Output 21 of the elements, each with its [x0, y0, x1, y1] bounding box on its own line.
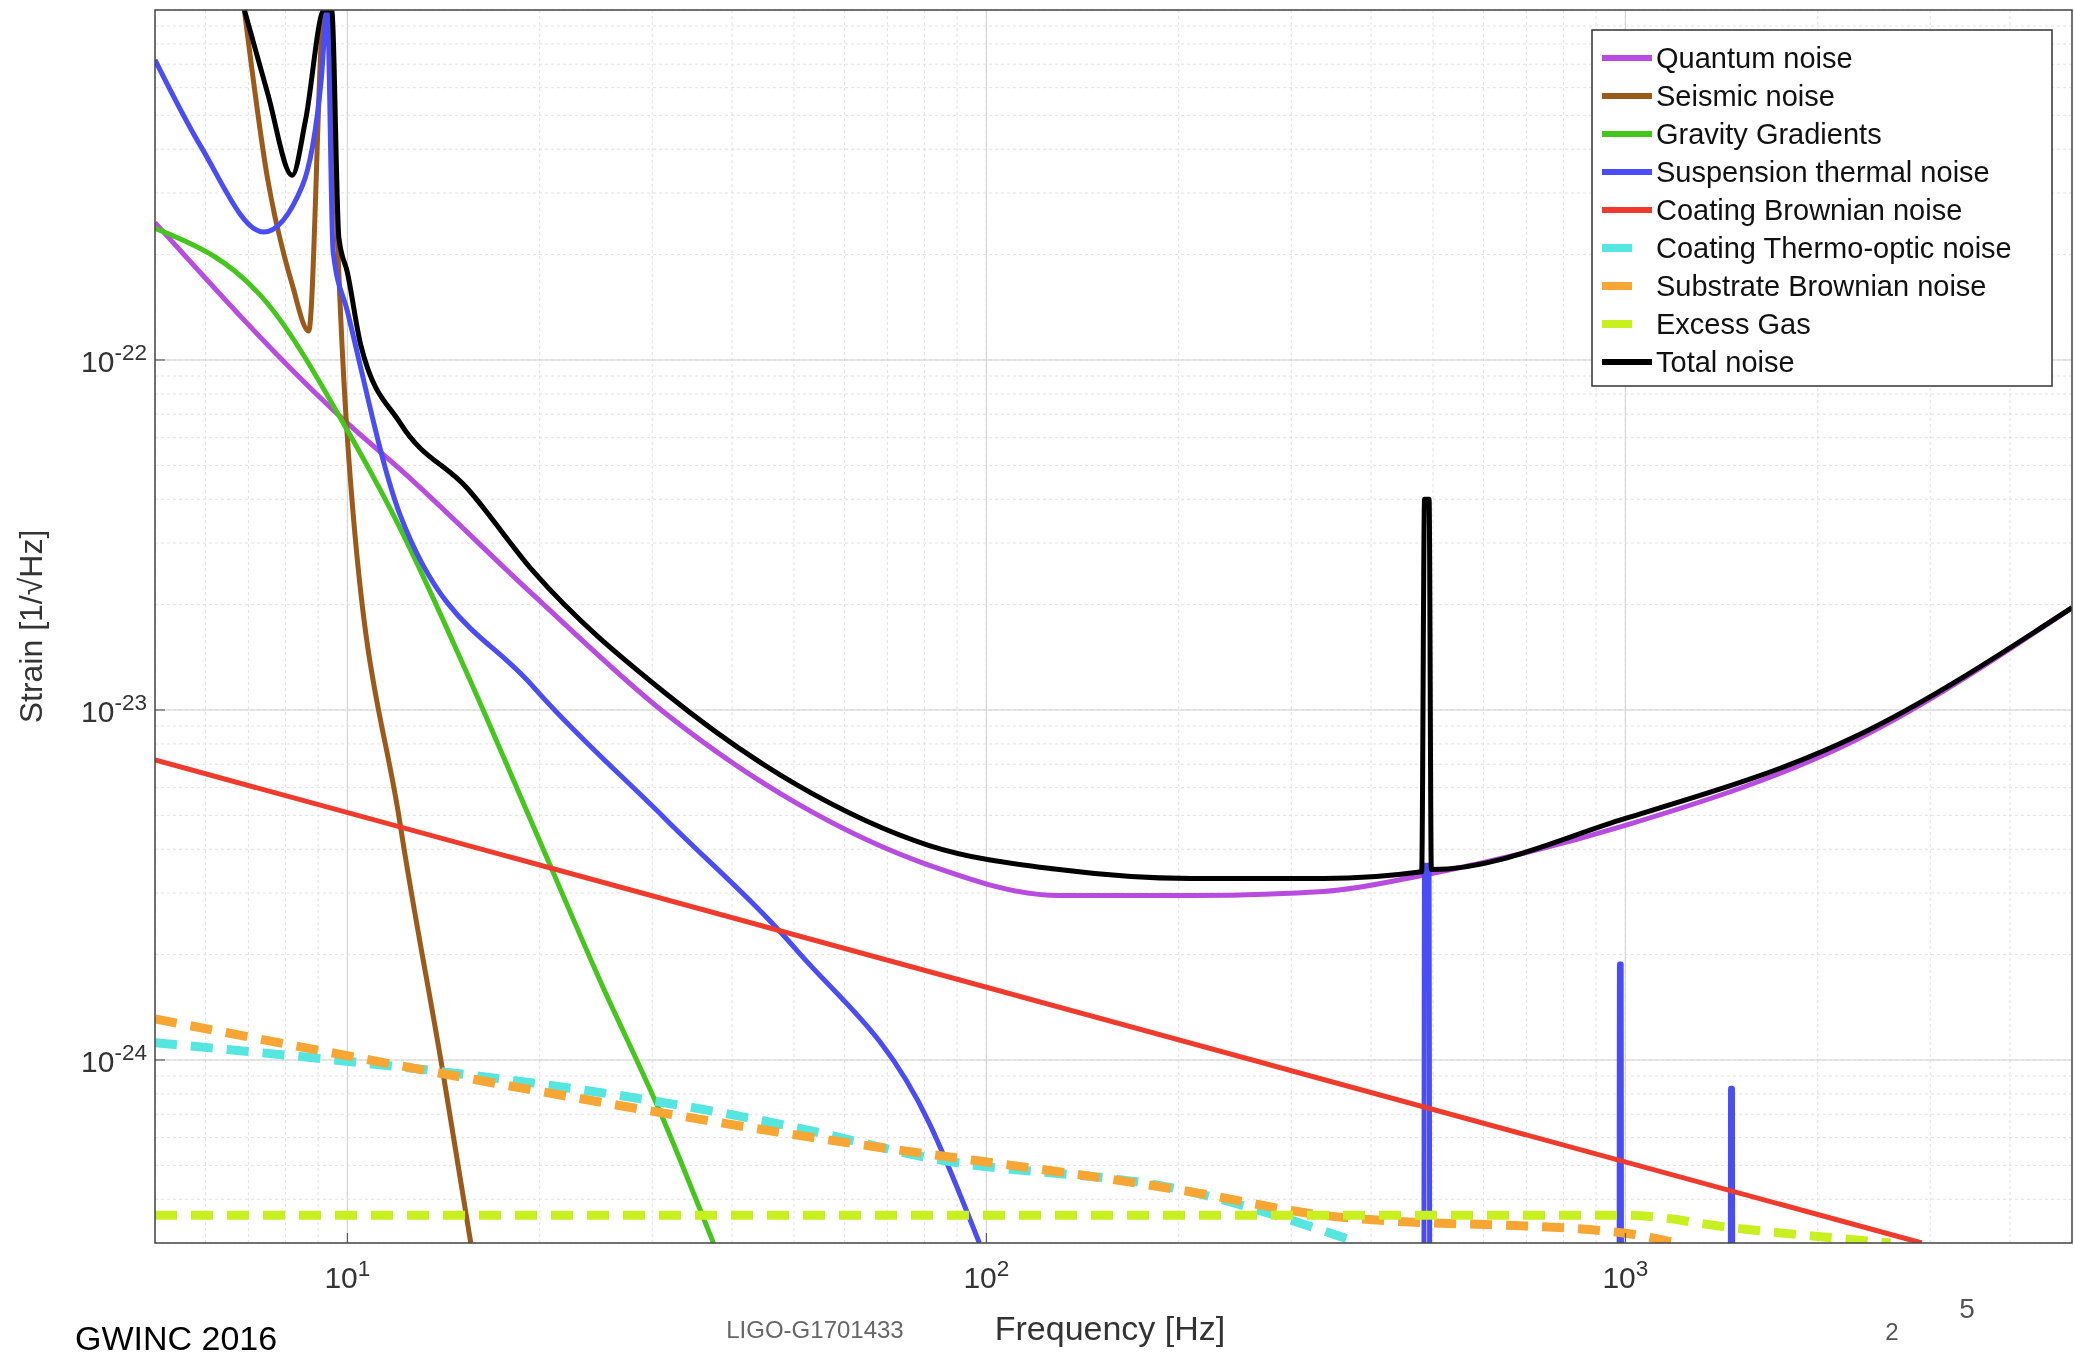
y-axis-title: Strain [1/√Hz] [13, 529, 49, 724]
legend-label: Seismic noise [1656, 80, 1835, 112]
legend-label: Gravity Gradients [1656, 118, 1882, 150]
x-tick-label: 10$^{3}$ [1602, 1255, 1649, 1294]
text: LIGO-G1701433 [726, 1316, 904, 1343]
text: 5 [1959, 1293, 1975, 1324]
legend-label: Quantum noise [1656, 42, 1853, 74]
y-tick-label: 10$^{-22}$ [81, 339, 147, 378]
text: GWINC 2016 [75, 1319, 278, 1355]
legend-label: Substrate Brownian noise [1656, 270, 1987, 302]
y-tick-label: 10$^{-23}$ [81, 689, 147, 728]
text: 2 [1885, 1318, 1899, 1345]
legend-label: Suspension thermal noise [1656, 156, 1990, 188]
legend-label: Coating Thermo-optic noise [1656, 232, 2012, 264]
x-axis-title: Frequency [Hz] [994, 1309, 1226, 1347]
y-tick-label: 10$^{-24}$ [81, 1039, 147, 1078]
legend-label: Excess Gas [1656, 308, 1811, 340]
x-tick-label: 10$^{1}$ [324, 1255, 371, 1294]
legend-label: Coating Brownian noise [1656, 194, 1963, 226]
x-tick-label: 10$^{2}$ [963, 1255, 1010, 1294]
legend-label: Total noise [1656, 346, 1795, 378]
